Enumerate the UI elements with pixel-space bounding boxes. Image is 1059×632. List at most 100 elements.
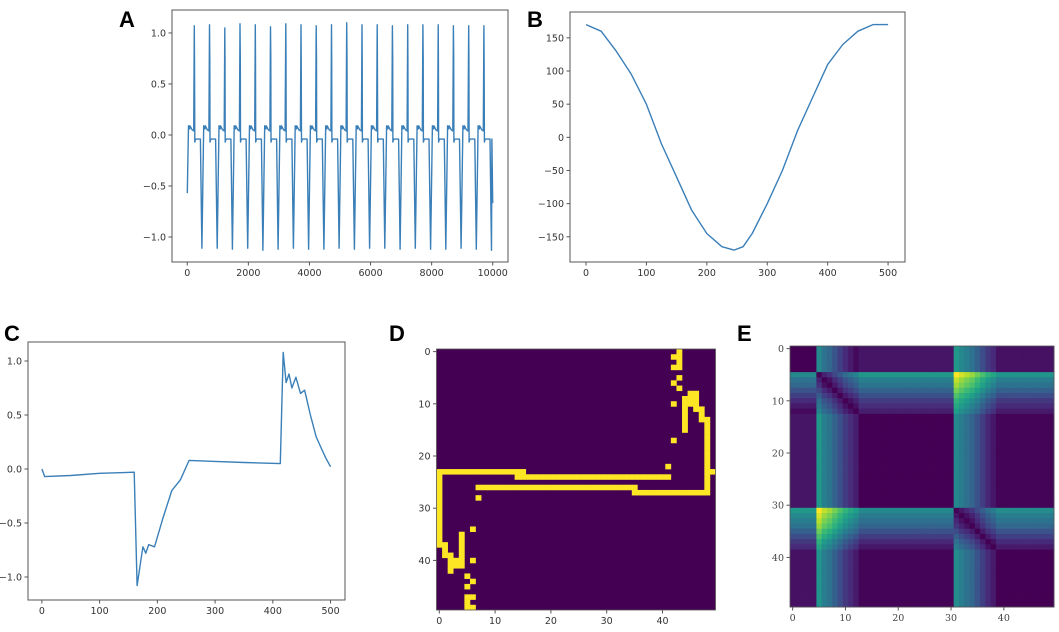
heatmap-cell — [1032, 513, 1039, 519]
heatmap-cell — [1048, 455, 1055, 462]
heatmap-cell — [821, 403, 828, 410]
heatmap-cell — [1032, 591, 1039, 597]
heatmap-cell — [832, 533, 838, 540]
heatmap-cell — [1011, 502, 1018, 509]
heatmap-cell — [1017, 570, 1023, 577]
heatmap-cell — [927, 361, 933, 368]
heatmap-cell — [953, 586, 960, 592]
heatmap-cell — [964, 476, 970, 483]
x-tick-label: 10000 — [478, 268, 508, 279]
heatmap-cell — [985, 398, 992, 404]
heatmap-cell — [927, 549, 933, 556]
heatmap-cell — [995, 429, 1002, 436]
heatmap-cell — [879, 377, 886, 383]
heatmap-cell — [937, 544, 944, 550]
heatmap-cell — [895, 439, 902, 446]
heatmap-cell — [900, 424, 907, 430]
heatmap-cell — [948, 434, 955, 441]
heatmap-cell — [837, 382, 844, 389]
panel-label-b: B — [527, 7, 543, 32]
heatmap-cell — [811, 492, 817, 498]
heatmap-cell — [980, 351, 986, 357]
heatmap-cell — [964, 366, 970, 373]
heatmap-cell — [837, 570, 844, 577]
heatmap-cell — [1027, 387, 1034, 394]
heatmap-cell — [1011, 554, 1018, 561]
heatmap-cell — [811, 565, 817, 571]
heatmap-cell — [953, 366, 960, 373]
heatmap-cell — [1022, 424, 1028, 430]
heatmap-cell — [1022, 413, 1028, 420]
heatmap-cell — [885, 439, 891, 446]
heatmap-cell — [916, 596, 923, 603]
heatmap-cell — [964, 492, 970, 498]
heatmap-cell — [969, 518, 976, 524]
heatmap-cell — [1001, 398, 1007, 404]
heatmap-cell — [974, 507, 981, 514]
heatmap-cell — [964, 586, 970, 592]
heatmap-cell — [442, 542, 448, 548]
heatmap-cell — [1038, 497, 1044, 503]
heatmap-cell — [858, 356, 865, 363]
heatmap-cell — [1001, 554, 1007, 561]
heatmap-cell — [1022, 466, 1028, 472]
heatmap-cell — [932, 586, 939, 592]
heatmap-cell — [900, 392, 907, 399]
heatmap-cell — [805, 372, 812, 378]
heatmap-cell — [442, 552, 448, 559]
heatmap-cell — [826, 382, 833, 389]
heatmap-cell — [1006, 523, 1013, 530]
heatmap-cell — [911, 450, 918, 457]
heatmap-cell — [953, 565, 960, 571]
heatmap-cell — [943, 502, 949, 509]
heatmap-cell — [795, 518, 801, 524]
heatmap-cell — [458, 552, 465, 559]
heatmap-cell — [1011, 455, 1018, 462]
heatmap-cell — [895, 570, 902, 577]
heatmap-cell — [659, 489, 666, 496]
heatmap-cell — [842, 497, 849, 503]
heatmap-cell — [863, 575, 870, 582]
heatmap-cell — [879, 455, 886, 462]
heatmap-cell — [964, 481, 970, 488]
heatmap-cell — [837, 549, 844, 556]
heatmap-cell — [980, 455, 986, 462]
heatmap-cell — [790, 528, 796, 535]
heatmap-cell — [900, 429, 907, 436]
heatmap-cell — [985, 372, 992, 378]
heatmap-cell — [805, 392, 812, 399]
heatmap-cell — [974, 601, 981, 608]
heatmap-cell — [811, 560, 817, 566]
heatmap-cell — [958, 476, 965, 483]
heatmap-cell — [943, 513, 949, 519]
heatmap-cell — [916, 460, 923, 467]
heatmap-cell — [874, 533, 881, 540]
heatmap-cell — [1043, 455, 1050, 462]
heatmap-cell — [900, 413, 907, 420]
heatmap-cell — [990, 398, 997, 404]
heatmap-cell — [911, 533, 918, 540]
heatmap-cell — [842, 580, 849, 587]
heatmap-cell — [932, 419, 939, 425]
heatmap-cell — [932, 560, 939, 566]
heatmap-cell — [958, 351, 965, 357]
heatmap-cell — [927, 575, 933, 582]
heatmap-cell — [943, 533, 949, 540]
heatmap-cell — [974, 528, 981, 535]
heatmap-cell — [1001, 377, 1007, 383]
heatmap-cell — [1043, 424, 1050, 430]
heatmap-cell — [922, 497, 928, 503]
heatmap-cell — [795, 486, 801, 493]
heatmap-cell — [790, 403, 796, 410]
heatmap-cell — [895, 492, 902, 498]
heatmap-cell — [687, 401, 694, 407]
heatmap-cell — [869, 346, 875, 352]
heatmap-cell — [874, 408, 881, 415]
heatmap-cell — [826, 523, 833, 530]
heatmap-cell — [1022, 533, 1028, 540]
y-tick-label: 50 — [552, 100, 564, 111]
heatmap-cell — [693, 406, 700, 412]
heatmap-cell — [964, 471, 970, 477]
heatmap-cell — [1038, 513, 1044, 519]
heatmap-cell — [948, 429, 955, 436]
